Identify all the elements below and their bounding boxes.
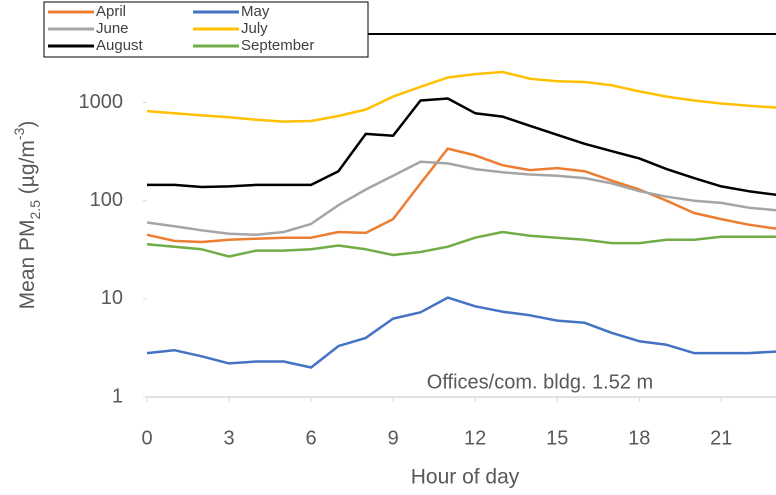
y-title-part: ) bbox=[16, 121, 39, 128]
legend-label: April bbox=[96, 3, 126, 20]
x-tick-label: 6 bbox=[306, 427, 317, 449]
legend-label: August bbox=[96, 37, 144, 54]
x-tick-label: 18 bbox=[628, 427, 650, 449]
y-title-part: 2.5 bbox=[27, 200, 43, 220]
y-title-part: -3 bbox=[11, 127, 27, 140]
legend-label: June bbox=[96, 20, 129, 37]
annotation: Offices/com. bldg. 1.52 m bbox=[427, 371, 653, 393]
x-tick-label: 21 bbox=[710, 427, 732, 449]
series-line bbox=[146, 70, 776, 123]
x-tick-label: 9 bbox=[388, 427, 399, 449]
x-tick-label: 0 bbox=[141, 427, 152, 449]
series-line bbox=[146, 147, 776, 244]
series-line bbox=[146, 296, 776, 369]
y-tick-label: 10 bbox=[101, 287, 123, 309]
x-tick-label: 3 bbox=[223, 427, 234, 449]
y-axis-title: Mean PM2.5 (µg/m-3) bbox=[11, 121, 43, 310]
series-line bbox=[146, 160, 776, 237]
series-line bbox=[147, 97, 776, 197]
y-title-part: Mean PM bbox=[16, 219, 39, 309]
legend-label: July bbox=[241, 20, 268, 37]
y-title-part: (µg/m bbox=[16, 140, 39, 200]
x-tick-label: 15 bbox=[546, 427, 568, 449]
legend-label: September bbox=[241, 37, 314, 54]
x-tick-label: 12 bbox=[464, 427, 486, 449]
y-tick-label: 1 bbox=[112, 385, 123, 407]
x-axis-title: Hour of day bbox=[411, 466, 520, 489]
series-line bbox=[146, 230, 776, 258]
y-tick-label: 100 bbox=[90, 189, 123, 211]
legend-label: May bbox=[241, 3, 270, 20]
y-tick-label: 1000 bbox=[79, 91, 124, 113]
